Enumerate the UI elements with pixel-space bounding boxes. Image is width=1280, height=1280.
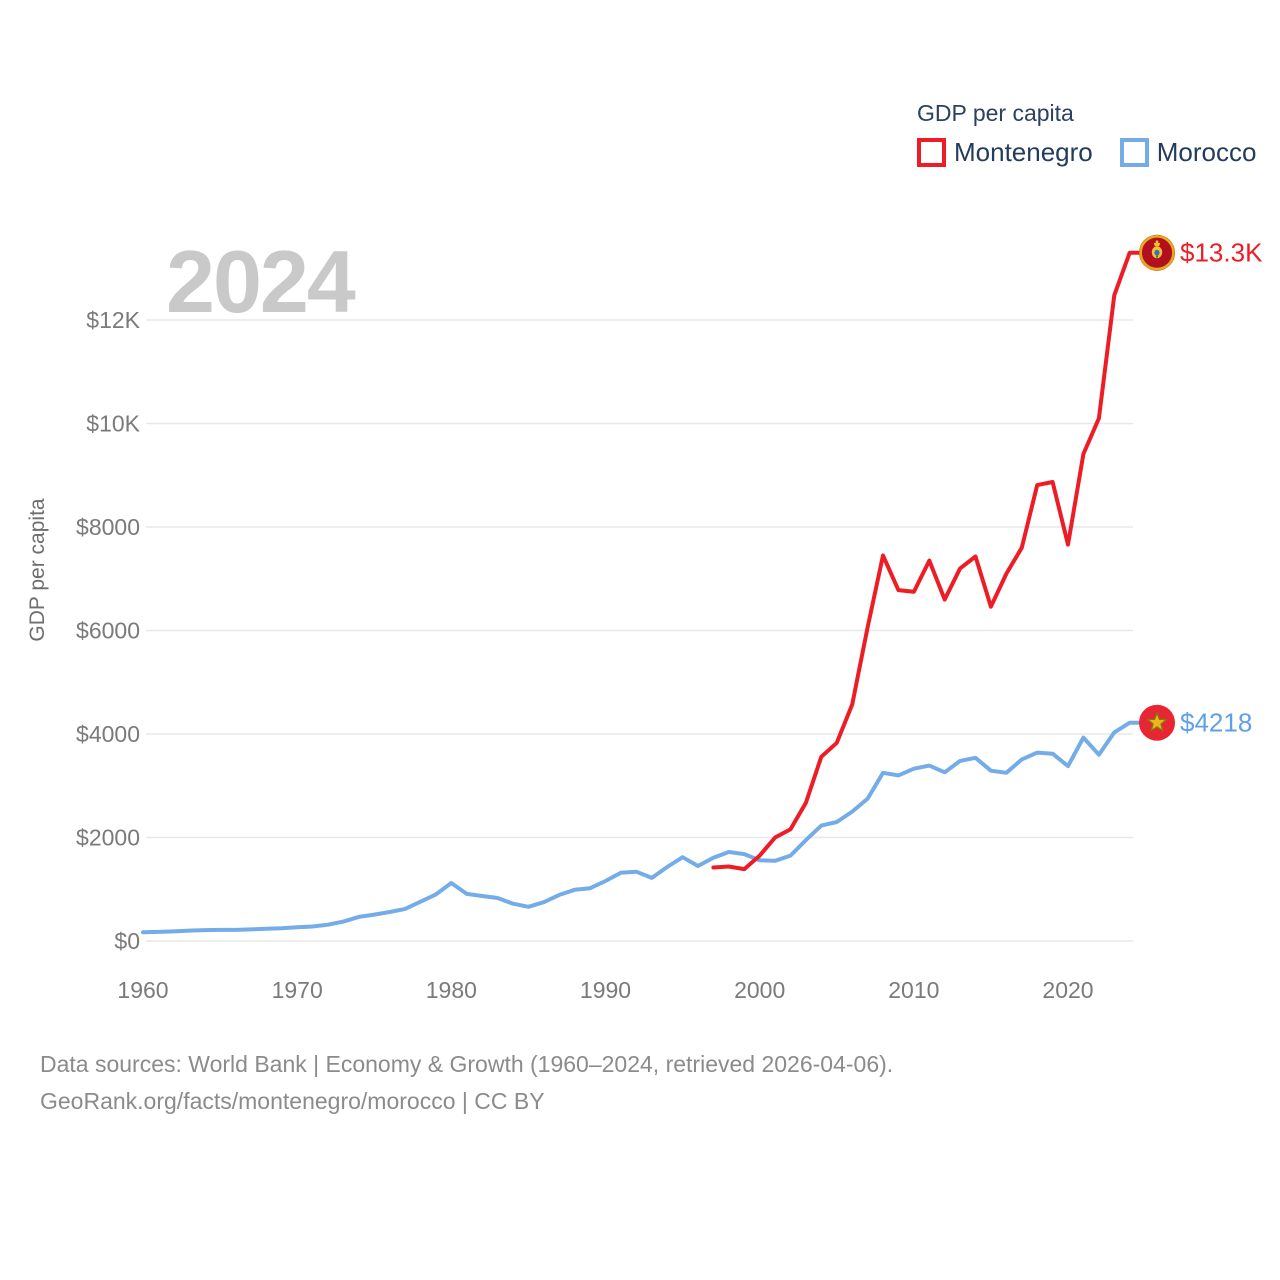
watermark-year: 2024 [166, 232, 356, 331]
legend-items: Montenegro Morocco [917, 137, 1256, 168]
y-tick-label: $8000 [76, 514, 140, 540]
legend-label-morocco: Morocco [1156, 137, 1257, 167]
legend-item-montenegro[interactable]: Montenegro [917, 137, 1093, 168]
legend-label-montenegro: Montenegro [954, 137, 1093, 167]
x-tick-label: 1970 [272, 977, 323, 1003]
x-tick-label: 1960 [117, 977, 168, 1003]
legend-item-morocco[interactable]: Morocco [1119, 137, 1257, 168]
footer-attribution-line: GeoRank.org/facts/montenegro/morocco | C… [40, 1088, 545, 1114]
series-line-montenegro [711, 250, 1143, 872]
y-tick-label: $4000 [76, 721, 140, 747]
series-lines [141, 250, 1143, 935]
footer: Data sources: World Bank | Economy & Gro… [40, 1046, 893, 1120]
series-line-morocco [141, 720, 1143, 935]
y-axis-title: GDP per capita [26, 498, 49, 642]
montenegro-swatch-icon [917, 138, 946, 167]
x-tick-label: 2000 [734, 977, 785, 1003]
morocco-flag-icon [1139, 704, 1175, 741]
montenegro-end-value: $13.3K [1180, 238, 1263, 268]
footer-source-line: Data sources: World Bank | Economy & Gro… [40, 1051, 894, 1077]
morocco-end-value: $4218 [1180, 708, 1252, 738]
y-tick-label: $12K [86, 307, 140, 333]
x-tick-label: 2020 [1042, 977, 1093, 1003]
montenegro-flag-icon [1139, 234, 1175, 271]
y-axis-tick-labels: $0 $2000 $4000 $6000 $8000 $10K $12K [76, 307, 141, 954]
y-tick-label: $2000 [76, 825, 140, 851]
x-axis-tick-labels: 1960 1970 1980 1990 2000 2010 2020 [117, 977, 1093, 1003]
y-tick-label: $0 [114, 928, 140, 954]
legend-title: GDP per capita [917, 100, 1074, 126]
chart-legend: GDP per capita Montenegro Morocco [917, 100, 1256, 168]
x-tick-label: 1980 [426, 977, 477, 1003]
y-tick-label: $10K [86, 411, 140, 437]
x-tick-label: 1990 [580, 977, 631, 1003]
gdp-line-chart: 2024 GDP per capita $0 $2000 $4000 $6000 $80… [26, 232, 1263, 1003]
morocco-swatch-icon [1119, 138, 1149, 167]
x-tick-label: 2010 [888, 977, 939, 1003]
gridlines [146, 319, 1133, 942]
y-tick-label: $6000 [76, 618, 140, 644]
